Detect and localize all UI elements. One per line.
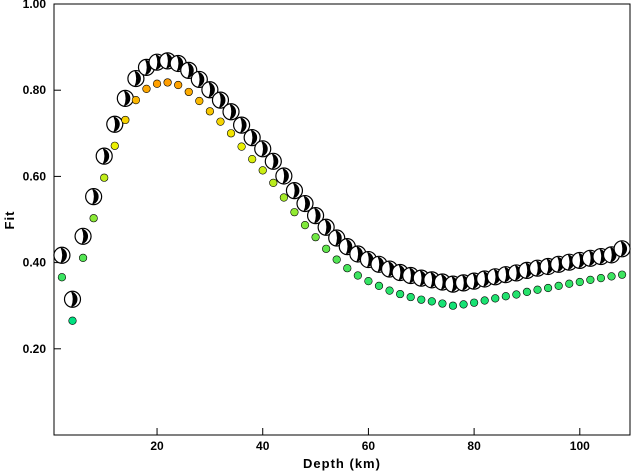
fit-point	[195, 96, 204, 106]
mechanism-markers	[53, 52, 631, 308]
fit-point	[311, 233, 320, 242]
fit-point	[406, 292, 415, 302]
mechanism-marker	[232, 116, 251, 134]
mechanism-marker	[613, 240, 631, 258]
x-tick-label: 20	[150, 439, 164, 453]
fit-point	[470, 298, 479, 307]
fit-point	[438, 299, 447, 308]
mechanism-marker	[296, 194, 314, 213]
fit-point	[374, 281, 384, 290]
fit-point	[279, 193, 288, 202]
x-tick-label: 80	[467, 439, 481, 453]
fit-point	[237, 142, 246, 151]
fit-point	[364, 277, 373, 286]
fit-point	[480, 296, 489, 305]
mechanism-marker	[190, 70, 208, 89]
fit-point	[78, 253, 88, 262]
fit-point	[448, 301, 458, 310]
fit-point	[226, 129, 236, 138]
fit-point	[290, 208, 299, 217]
x-axis-label: Depth (km)	[303, 456, 381, 471]
fit-point	[417, 295, 426, 304]
mechanism-marker	[275, 167, 293, 185]
mechanism-marker	[74, 227, 92, 245]
fit-point	[459, 300, 468, 309]
fit-point	[300, 221, 310, 230]
fit-point	[131, 96, 141, 105]
fit-point	[586, 275, 595, 284]
fit-point	[100, 173, 109, 182]
plot-frame	[53, 3, 631, 436]
fit-point	[501, 292, 510, 301]
mechanism-marker	[264, 152, 282, 170]
mechanism-marker	[243, 129, 261, 147]
mechanism-marker	[95, 147, 113, 165]
fit-point	[617, 270, 627, 279]
fit-point	[396, 289, 405, 299]
fit-point	[543, 283, 553, 293]
y-tick-label: 0.60	[23, 169, 47, 183]
fit-point	[248, 155, 257, 164]
fit-points	[57, 78, 627, 325]
mechanism-marker	[317, 218, 335, 236]
fit-point	[68, 316, 77, 325]
fit-point	[205, 107, 214, 116]
fit-point	[512, 290, 521, 299]
mechanism-marker	[211, 91, 230, 109]
x-tick-label: 40	[256, 439, 270, 453]
fit-point	[565, 279, 574, 288]
fit-point	[322, 244, 331, 253]
x-axis-ticks: 20 40 60 80 100	[150, 428, 590, 453]
mechanism-marker	[201, 81, 219, 99]
fit-point	[596, 274, 606, 283]
fit-point	[522, 287, 532, 297]
fit-point	[491, 294, 500, 303]
x-tick-label: 60	[362, 439, 376, 453]
mechanism-marker	[53, 246, 71, 264]
x-tick-label: 100	[570, 439, 590, 453]
y-tick-label: 0.20	[23, 342, 47, 356]
fit-point	[533, 285, 542, 294]
mechanism-marker	[254, 140, 272, 158]
fit-point	[269, 178, 278, 187]
fit-point	[163, 78, 172, 87]
fit-point	[332, 255, 341, 264]
mechanism-marker	[306, 207, 325, 225]
fit-point	[174, 80, 183, 90]
y-axis-ticks: 0.20 0.40 0.60 0.80 1.00	[23, 0, 61, 356]
y-tick-label: 1.00	[23, 0, 47, 11]
fit-point	[57, 273, 67, 282]
mechanism-marker	[85, 188, 103, 206]
fit-point	[607, 272, 616, 281]
fit-point	[142, 84, 151, 94]
fit-point	[258, 166, 267, 175]
mechanism-marker	[222, 103, 240, 121]
fit-point	[575, 277, 584, 287]
fit-point	[385, 286, 394, 295]
fit-point	[353, 271, 362, 280]
mechanism-marker	[285, 182, 304, 200]
mechanism-marker	[127, 69, 145, 88]
mechanism-marker	[106, 115, 124, 133]
y-axis-label: Fit	[2, 211, 17, 230]
fit-point	[121, 115, 130, 125]
fit-point	[89, 214, 98, 223]
fit-point	[110, 141, 119, 150]
fit-point	[216, 117, 225, 126]
mechanism-marker	[116, 89, 134, 107]
mechanism-marker	[63, 290, 82, 308]
fit-point	[343, 264, 352, 273]
fit-point	[184, 87, 193, 97]
fit-point	[554, 281, 563, 290]
y-tick-label: 0.80	[23, 83, 47, 97]
fit-point	[427, 297, 436, 306]
y-tick-label: 0.40	[23, 256, 47, 270]
fit-point	[152, 79, 162, 88]
